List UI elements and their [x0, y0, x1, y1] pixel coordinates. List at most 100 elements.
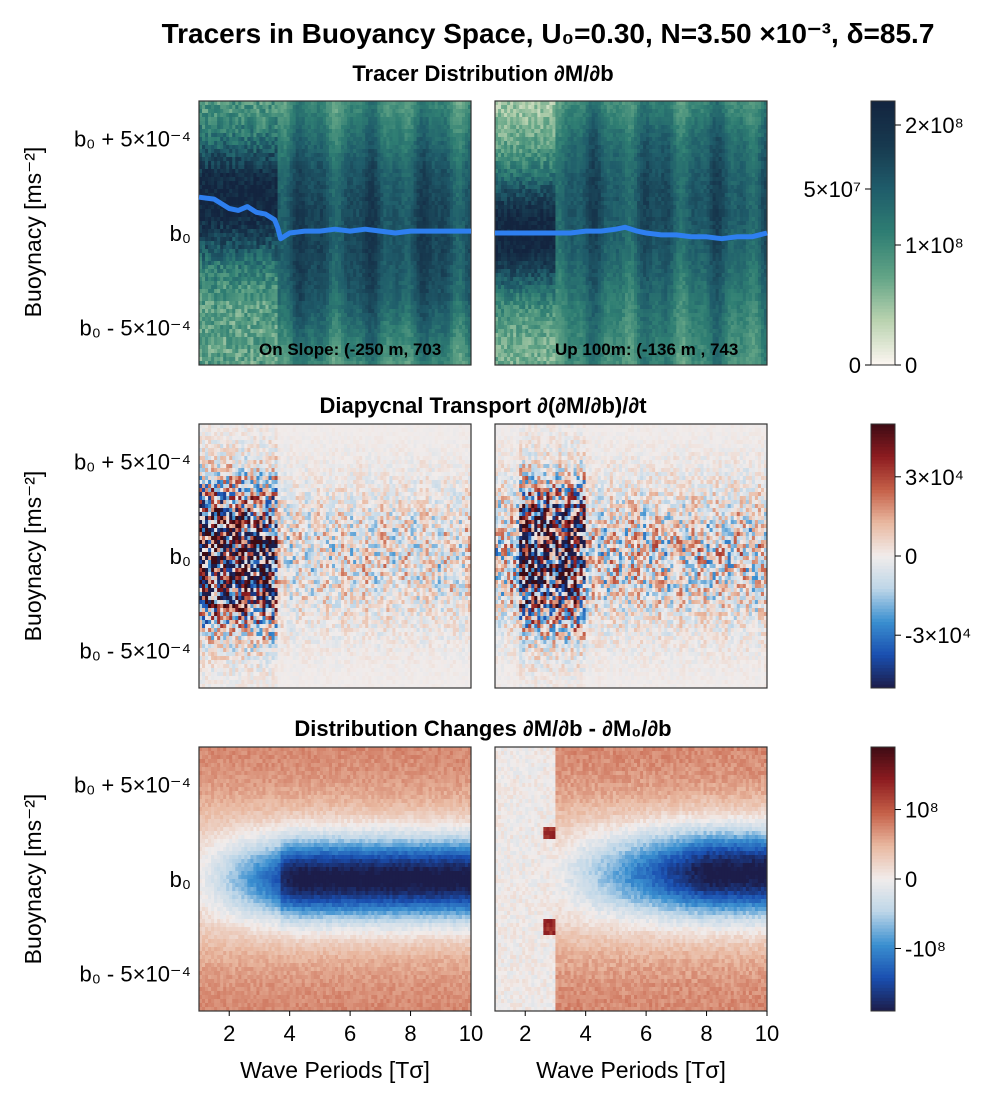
heatmap-cell	[323, 265, 326, 269]
heatmap-cell	[269, 309, 272, 313]
heatmap-cell	[323, 133, 326, 137]
heatmap-cell	[417, 117, 420, 121]
heatmap-cell	[281, 205, 284, 209]
heatmap-cell	[208, 181, 211, 185]
heatmap-cell	[217, 293, 220, 297]
heatmap-cell	[356, 261, 359, 265]
heatmap-cell	[259, 241, 262, 245]
heatmap-cell	[247, 301, 250, 305]
heatmap-cell	[275, 329, 278, 333]
heatmap-cell	[326, 325, 329, 329]
heatmap-cell	[320, 281, 323, 285]
heatmap-cell	[269, 137, 272, 141]
heatmap-cell	[426, 249, 429, 253]
heatmap-cell	[293, 237, 296, 241]
heatmap-cell	[259, 205, 262, 209]
heatmap-cell	[405, 165, 408, 169]
heatmap-cell	[290, 125, 293, 129]
heatmap-cell	[380, 177, 383, 181]
heatmap-cell	[302, 169, 305, 173]
heatmap-cell	[220, 265, 223, 269]
heatmap-cell	[335, 205, 338, 209]
heatmap-cell	[272, 201, 275, 205]
heatmap-cell	[356, 265, 359, 269]
heatmap-cell	[365, 161, 368, 165]
heatmap-cell	[214, 353, 217, 357]
heatmap-cell	[401, 313, 404, 317]
heatmap-cell	[383, 265, 386, 269]
heatmap-cell	[426, 181, 429, 185]
heatmap-cell	[392, 257, 395, 261]
heatmap-cell	[253, 349, 256, 353]
heatmap-cell	[259, 297, 262, 301]
heatmap-cell	[232, 357, 235, 361]
heatmap-cell	[220, 137, 223, 141]
heatmap-cell	[238, 301, 241, 305]
heatmap-cell	[323, 305, 326, 309]
heatmap-cell	[259, 121, 262, 125]
heatmap-cell	[232, 121, 235, 125]
heatmap-cell	[284, 297, 287, 301]
heatmap-cell	[265, 297, 268, 301]
heatmap-cell	[362, 317, 365, 321]
heatmap-cell	[383, 333, 386, 337]
heatmap-cell	[408, 129, 411, 133]
heatmap-cell	[317, 217, 320, 221]
heatmap-cell	[232, 157, 235, 161]
heatmap-cell	[356, 213, 359, 217]
heatmap-cell	[281, 133, 284, 137]
heatmap-cell	[320, 177, 323, 181]
heatmap-cell	[344, 121, 347, 125]
heatmap-cell	[395, 245, 398, 249]
heatmap-cell	[371, 121, 374, 125]
heatmap-cell	[356, 249, 359, 253]
heatmap-cell	[287, 201, 290, 205]
heatmap-cell	[392, 305, 395, 309]
heatmap-cell	[417, 325, 420, 329]
heatmap-cell	[244, 273, 247, 277]
heatmap-cell	[250, 297, 253, 301]
heatmap-cell	[423, 317, 426, 321]
heatmap-cell	[259, 301, 262, 305]
heatmap-cell	[392, 109, 395, 113]
heatmap-cell	[380, 101, 383, 105]
heatmap-cell	[420, 265, 423, 269]
heatmap-cell	[314, 257, 317, 261]
heatmap-cell	[420, 141, 423, 145]
heatmap-cell	[386, 237, 389, 241]
heatmap-cell	[392, 153, 395, 157]
heatmap-cell	[235, 289, 238, 293]
heatmap-cell	[365, 265, 368, 269]
heatmap-cell	[308, 161, 311, 165]
heatmap-cell	[272, 101, 275, 105]
heatmap-cell	[208, 133, 211, 137]
heatmap-cell	[305, 293, 308, 297]
heatmap-cell	[398, 289, 401, 293]
heatmap-cell	[302, 101, 305, 105]
heatmap-cell	[347, 189, 350, 193]
heatmap-cell	[383, 157, 386, 161]
heatmap-cell	[232, 325, 235, 329]
heatmap-cell	[317, 105, 320, 109]
heatmap-cell	[223, 289, 226, 293]
heatmap-cell	[293, 221, 296, 225]
heatmap-cell	[247, 249, 250, 253]
heatmap-cell	[290, 237, 293, 241]
heatmap-cell	[317, 205, 320, 209]
heatmap-cell	[308, 273, 311, 277]
heatmap-cell	[392, 169, 395, 173]
heatmap-cell	[220, 285, 223, 289]
heatmap-cell	[214, 205, 217, 209]
heatmap-cell	[371, 129, 374, 133]
heatmap-cell	[414, 201, 417, 205]
heatmap-cell	[250, 113, 253, 117]
heatmap-cell	[253, 233, 256, 237]
heatmap-cell	[253, 169, 256, 173]
heatmap-cell	[275, 165, 278, 169]
heatmap-cell	[211, 313, 214, 317]
heatmap-cell	[284, 137, 287, 141]
heatmap-cell	[395, 157, 398, 161]
heatmap-cell	[229, 253, 232, 257]
heatmap-cell	[371, 305, 374, 309]
heatmap-cell	[359, 261, 362, 265]
